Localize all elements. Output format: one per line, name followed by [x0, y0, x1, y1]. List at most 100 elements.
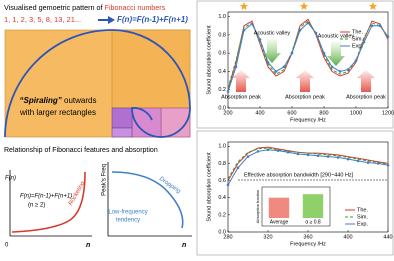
y-tick-label: 0.6 [218, 178, 226, 184]
point [346, 157, 350, 161]
y-tick-label: 1.0 [218, 14, 226, 20]
annotation: Acoustic valley [318, 33, 355, 39]
legend-label: The. [357, 207, 368, 213]
y-label: Sound absorption coefficient [206, 152, 212, 222]
point [306, 21, 310, 25]
star [369, 2, 377, 10]
spiral-text-3: with larger rectangles [19, 108, 96, 117]
point [266, 148, 270, 152]
legend-label: Exp. [352, 43, 363, 49]
point [314, 31, 318, 35]
inset-y-label: Absorption fraction [255, 190, 260, 223]
annotation: Absorption peak [346, 94, 386, 100]
inset-category: α ≥ 0.8 [305, 219, 321, 225]
sequence: 1, 1, 2, 3, 5, 8, 13, 21... [4, 15, 81, 24]
peak-arrow [357, 70, 375, 92]
point [282, 65, 286, 69]
point [286, 150, 290, 154]
point [298, 28, 302, 32]
y-tick-label: 0.2 [218, 212, 226, 218]
point [354, 59, 358, 62]
legend-label: The. [352, 29, 363, 35]
arrow-head [108, 16, 115, 24]
point [370, 24, 374, 28]
note: Low-frequency [108, 210, 147, 216]
x-tick-label: 600 [287, 110, 296, 116]
point [330, 65, 334, 69]
title-prefix: Visualised gemoetric pattern of [4, 3, 103, 12]
x-tick-label: 400 [343, 234, 352, 240]
series-line [227, 147, 389, 180]
point [356, 159, 360, 163]
y-tick-label: 0.8 [218, 32, 226, 38]
x-label: n [182, 242, 186, 249]
point [290, 51, 294, 55]
title: Visualised gemoetric pattern of Fibonacc… [4, 3, 166, 12]
spiral-text-2: outwards [62, 96, 97, 105]
point [266, 60, 270, 64]
annotation: Absorption peak [285, 94, 325, 100]
point [306, 153, 310, 157]
inset-bar [302, 194, 324, 218]
point [336, 156, 340, 159]
square [111, 107, 133, 129]
formula: F(n)=F(n-1)+F(n+1) [117, 15, 188, 24]
inset-bar [268, 197, 290, 218]
x-tick-label: 200 [223, 110, 232, 116]
spiral-text: “Spiraling” outwards [20, 96, 97, 105]
star [240, 2, 248, 10]
y-label: Sound absorption coefficient [206, 25, 212, 95]
inset-category: Average [270, 219, 289, 225]
x-tick-label: 1000 [350, 110, 362, 116]
y-tick-label: 0.0 [218, 105, 226, 111]
y-tick-label: 0.4 [218, 195, 226, 201]
y-tick-label: 0.4 [218, 69, 226, 75]
point [242, 28, 246, 32]
y-label: Peak's Freq [102, 164, 108, 196]
point [236, 166, 240, 170]
y-tick-label: 0.8 [218, 161, 226, 167]
title-highlight: Fibonacci numbers [105, 3, 166, 12]
legend-label: Sim. [352, 36, 363, 42]
point [378, 24, 382, 28]
note: tendency [116, 218, 140, 224]
point [246, 155, 250, 158]
legend-label: Exp. [357, 221, 368, 227]
point [366, 161, 370, 164]
origin: 0 [5, 243, 9, 249]
relation-title: Relationship of Fibonacci features and a… [4, 147, 158, 154]
point [326, 155, 330, 158]
point [226, 90, 230, 93]
point [234, 65, 238, 69]
point [276, 149, 280, 152]
point [258, 38, 262, 41]
x-tick-label: 400 [255, 110, 264, 116]
y-tick-label: 0.6 [218, 51, 226, 57]
panel [196, 130, 394, 256]
curve [111, 171, 184, 229]
point [338, 70, 342, 73]
point [296, 152, 300, 156]
point [316, 154, 320, 158]
condition: (n ≥ 2) [28, 203, 45, 209]
y-label: F(n) [5, 176, 16, 182]
x-tick-label: 800 [319, 110, 328, 116]
peak-arrow [296, 70, 314, 92]
x-tick-label: 1200 [382, 110, 394, 116]
plot-frame [227, 11, 389, 109]
y-tick-label: 0.2 [218, 87, 226, 93]
square [111, 127, 133, 138]
point [362, 40, 366, 44]
formula: F(n)=F(n-1)+F(n+1) [20, 194, 72, 200]
annotation: Acoustic valley [254, 30, 291, 36]
point [386, 35, 390, 38]
point [386, 163, 390, 167]
x-label: n [86, 242, 90, 249]
point [376, 162, 380, 165]
point [322, 51, 326, 55]
point [250, 22, 254, 26]
y-tick-label: 0.0 [218, 229, 226, 235]
x-tick-label: 440 [383, 234, 392, 240]
x-tick-label: 360 [303, 234, 312, 240]
